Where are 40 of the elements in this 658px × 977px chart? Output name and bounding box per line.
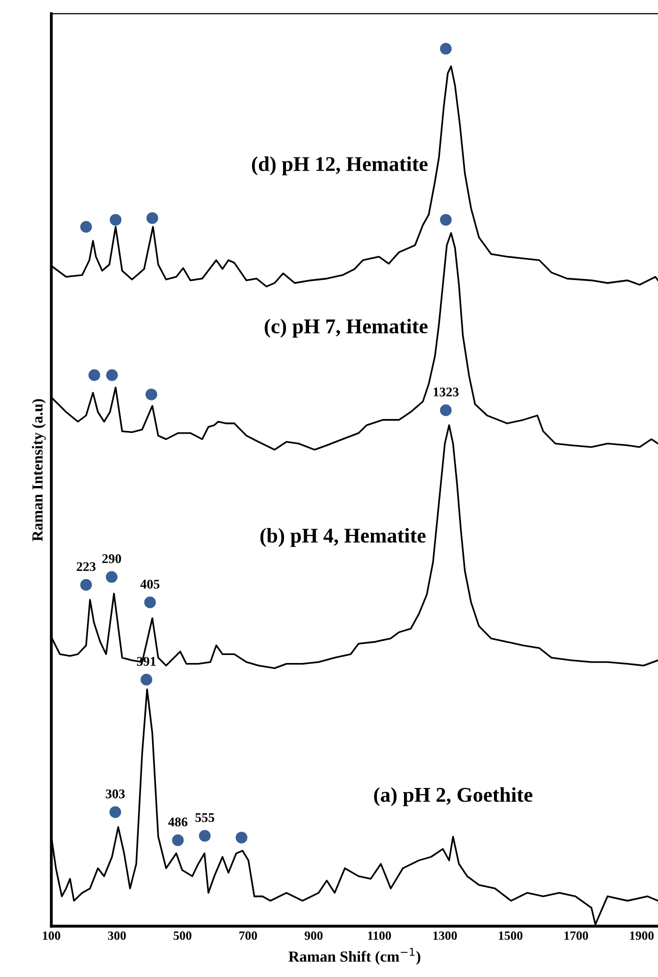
series-label: (b) pH 4, Hematite	[260, 528, 426, 547]
point	[236, 832, 248, 844]
point	[172, 834, 184, 846]
point	[106, 369, 118, 381]
series-label: (c) pH 7, Hematite	[264, 318, 428, 338]
point	[144, 596, 156, 608]
x-tick-label: 1300	[433, 931, 457, 940]
point	[146, 212, 158, 224]
point	[80, 579, 92, 591]
point	[106, 571, 118, 583]
x-tick-label: 1100	[368, 931, 391, 940]
x-tick-label: 1700	[564, 931, 588, 940]
x-tick-label: 100	[42, 931, 60, 940]
series-label: (a) pH 2, Goethite	[374, 787, 532, 806]
point	[198, 830, 211, 842]
x-tick-label: 1500	[498, 931, 522, 940]
x-tick-label: 300	[108, 931, 126, 940]
series-label: (d) pH 12, Hematite	[252, 156, 428, 176]
point	[88, 369, 100, 381]
x-tick-label: 500	[174, 931, 192, 940]
annotation: 223	[76, 562, 96, 572]
annotation: 486	[168, 818, 188, 826]
annotation: 303	[106, 789, 125, 798]
point	[110, 214, 122, 226]
point	[440, 42, 452, 55]
annotation: 290	[102, 554, 122, 564]
annotation: 405	[140, 580, 160, 589]
point	[109, 806, 122, 818]
point	[140, 674, 152, 686]
x-axis-title: Raman Shift (cm$^{−1}$)	[288, 948, 420, 965]
y-axis-title: Raman Intensity (a.u)	[32, 399, 46, 542]
point	[440, 404, 452, 416]
point	[146, 388, 158, 400]
x-tick-label: 1900	[630, 931, 654, 940]
x-tick-label: 700	[239, 931, 257, 940]
x-tick-label: 900	[304, 931, 323, 940]
point	[440, 214, 452, 226]
point	[80, 220, 92, 233]
annotation: 555	[195, 813, 214, 822]
annotation: 1323	[434, 388, 459, 396]
